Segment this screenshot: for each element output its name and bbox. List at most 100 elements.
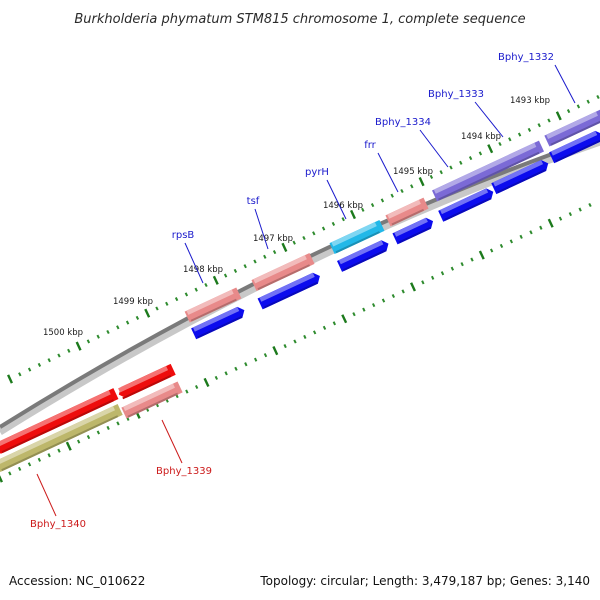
outer-tick-ring [7,94,600,384]
inner-tick-mark [116,421,120,426]
gene-label-rpsb[interactable]: rpsB [172,230,195,241]
outer-tick-mark [106,329,110,335]
outer-tick-mark [67,348,71,353]
forward-cds-block [336,240,389,272]
inner-tick-mark [547,218,554,228]
inner-tick-mark [322,325,327,330]
gene-leader-line [161,419,183,464]
inner-tick-mark [529,230,533,235]
inner-tick-mark [509,239,514,244]
inner-tick-mark [293,339,297,344]
gene-leader-line [326,179,347,220]
outer-tick-mark [272,250,277,255]
outer-tick-mark [576,104,581,109]
reverse-cds-block [118,363,176,400]
inner-tick-mark [283,343,287,349]
outer-tick-mark [361,207,365,212]
forward-cds-block [549,130,600,164]
inner-tick-mark [244,362,248,367]
gene-label-bphy-1339[interactable]: Bphy_1339 [156,466,212,477]
inner-tick-mark [489,248,494,253]
inner-tick-mark [303,334,307,340]
forward-cds-block [257,272,320,310]
outer-tick-mark [155,306,159,311]
scale-label: 1496 kbp [323,201,363,211]
gene-label-bphy-1334[interactable]: Bphy_1334 [375,117,431,128]
inner-tick-mark [214,375,219,380]
inner-tick-mark [57,448,61,453]
outer-tick-mark [341,217,345,222]
outer-tick-mark [555,111,562,121]
inner-tick-mark [194,384,199,390]
outer-tick-mark [263,254,267,259]
outer-tick-mark [459,160,463,165]
scale-label: 1493 kbp [510,96,550,106]
outer-tick-mark [116,325,120,330]
inner-tick-mark [478,250,485,260]
inner-tick-mark [401,289,405,294]
gene-leader-line [474,101,504,138]
outer-tick-mark [223,273,228,278]
gene-label-tsf[interactable]: tsf [247,196,260,207]
outer-tick-mark [321,226,326,231]
inner-tick-mark [391,293,396,299]
outer-tick-mark [370,203,375,208]
outer-tick-mark [487,144,494,154]
gene-label-pyrh[interactable]: pyrH [305,167,329,178]
outer-tick-mark [184,292,189,297]
outer-tick-mark [204,282,208,288]
inner-tick-mark [410,282,416,292]
outer-tick-mark [566,109,571,114]
forward-cds-block [191,306,245,340]
outer-tick-mark [57,353,61,358]
inner-tick-mark [272,345,279,356]
outer-tick-mark [165,301,169,306]
inner-tick-mark [440,271,445,276]
feature-block-bphy-1340 [0,404,123,472]
inner-tick-mark [568,212,573,217]
gene-leader-line [254,208,269,250]
outer-tick-mark [253,259,257,264]
outer-tick-mark [125,320,130,325]
outer-tick-mark [18,372,22,377]
inner-tick-mark [519,234,523,239]
gene-label-frr[interactable]: frr [364,140,376,151]
feature-block-bphy-1332 [544,109,600,147]
outer-tick-mark [75,341,82,351]
outer-tick-mark [212,275,219,285]
inner-tick-mark [0,475,3,483]
outer-tick-mark [350,209,356,220]
gene-label-bphy-1333[interactable]: Bphy_1333 [428,89,484,100]
outer-tick-mark [331,221,336,226]
outer-tick-mark [596,94,600,100]
forward-cds-block [491,159,549,195]
inner-tick-mark [332,321,337,326]
outer-tick-mark [27,367,32,372]
outer-tick-mark [37,362,42,367]
forward-cds-block [392,217,434,245]
outer-tick-mark [508,137,512,142]
inner-tick-mark [253,357,258,362]
gene-leader-line [554,64,576,104]
scale-label: 1495 kbp [393,167,433,177]
inner-tick-mark [588,202,592,208]
outer-tick-mark [429,174,434,179]
inner-tick-mark [224,371,228,376]
outer-tick-mark [174,297,179,302]
scale-label: 1497 kbp [253,234,293,244]
inner-tick-mark [362,307,366,312]
inner-tick-mark [450,266,455,271]
inner-tick-mark [234,366,238,371]
outer-tick-mark [537,123,541,128]
gene-label-bphy-1332[interactable]: Bphy_1332 [498,52,554,63]
gene-leader-line [377,152,399,193]
outer-tick-mark [7,374,13,384]
gene-label-bphy-1340[interactable]: Bphy_1340 [30,519,86,530]
outer-tick-mark [517,132,522,137]
scale-label: 1494 kbp [461,132,501,142]
outer-tick-mark [302,235,306,241]
outer-tick-mark [410,184,414,189]
inner-tick-mark [539,225,543,230]
inner-tick-mark [381,298,386,303]
